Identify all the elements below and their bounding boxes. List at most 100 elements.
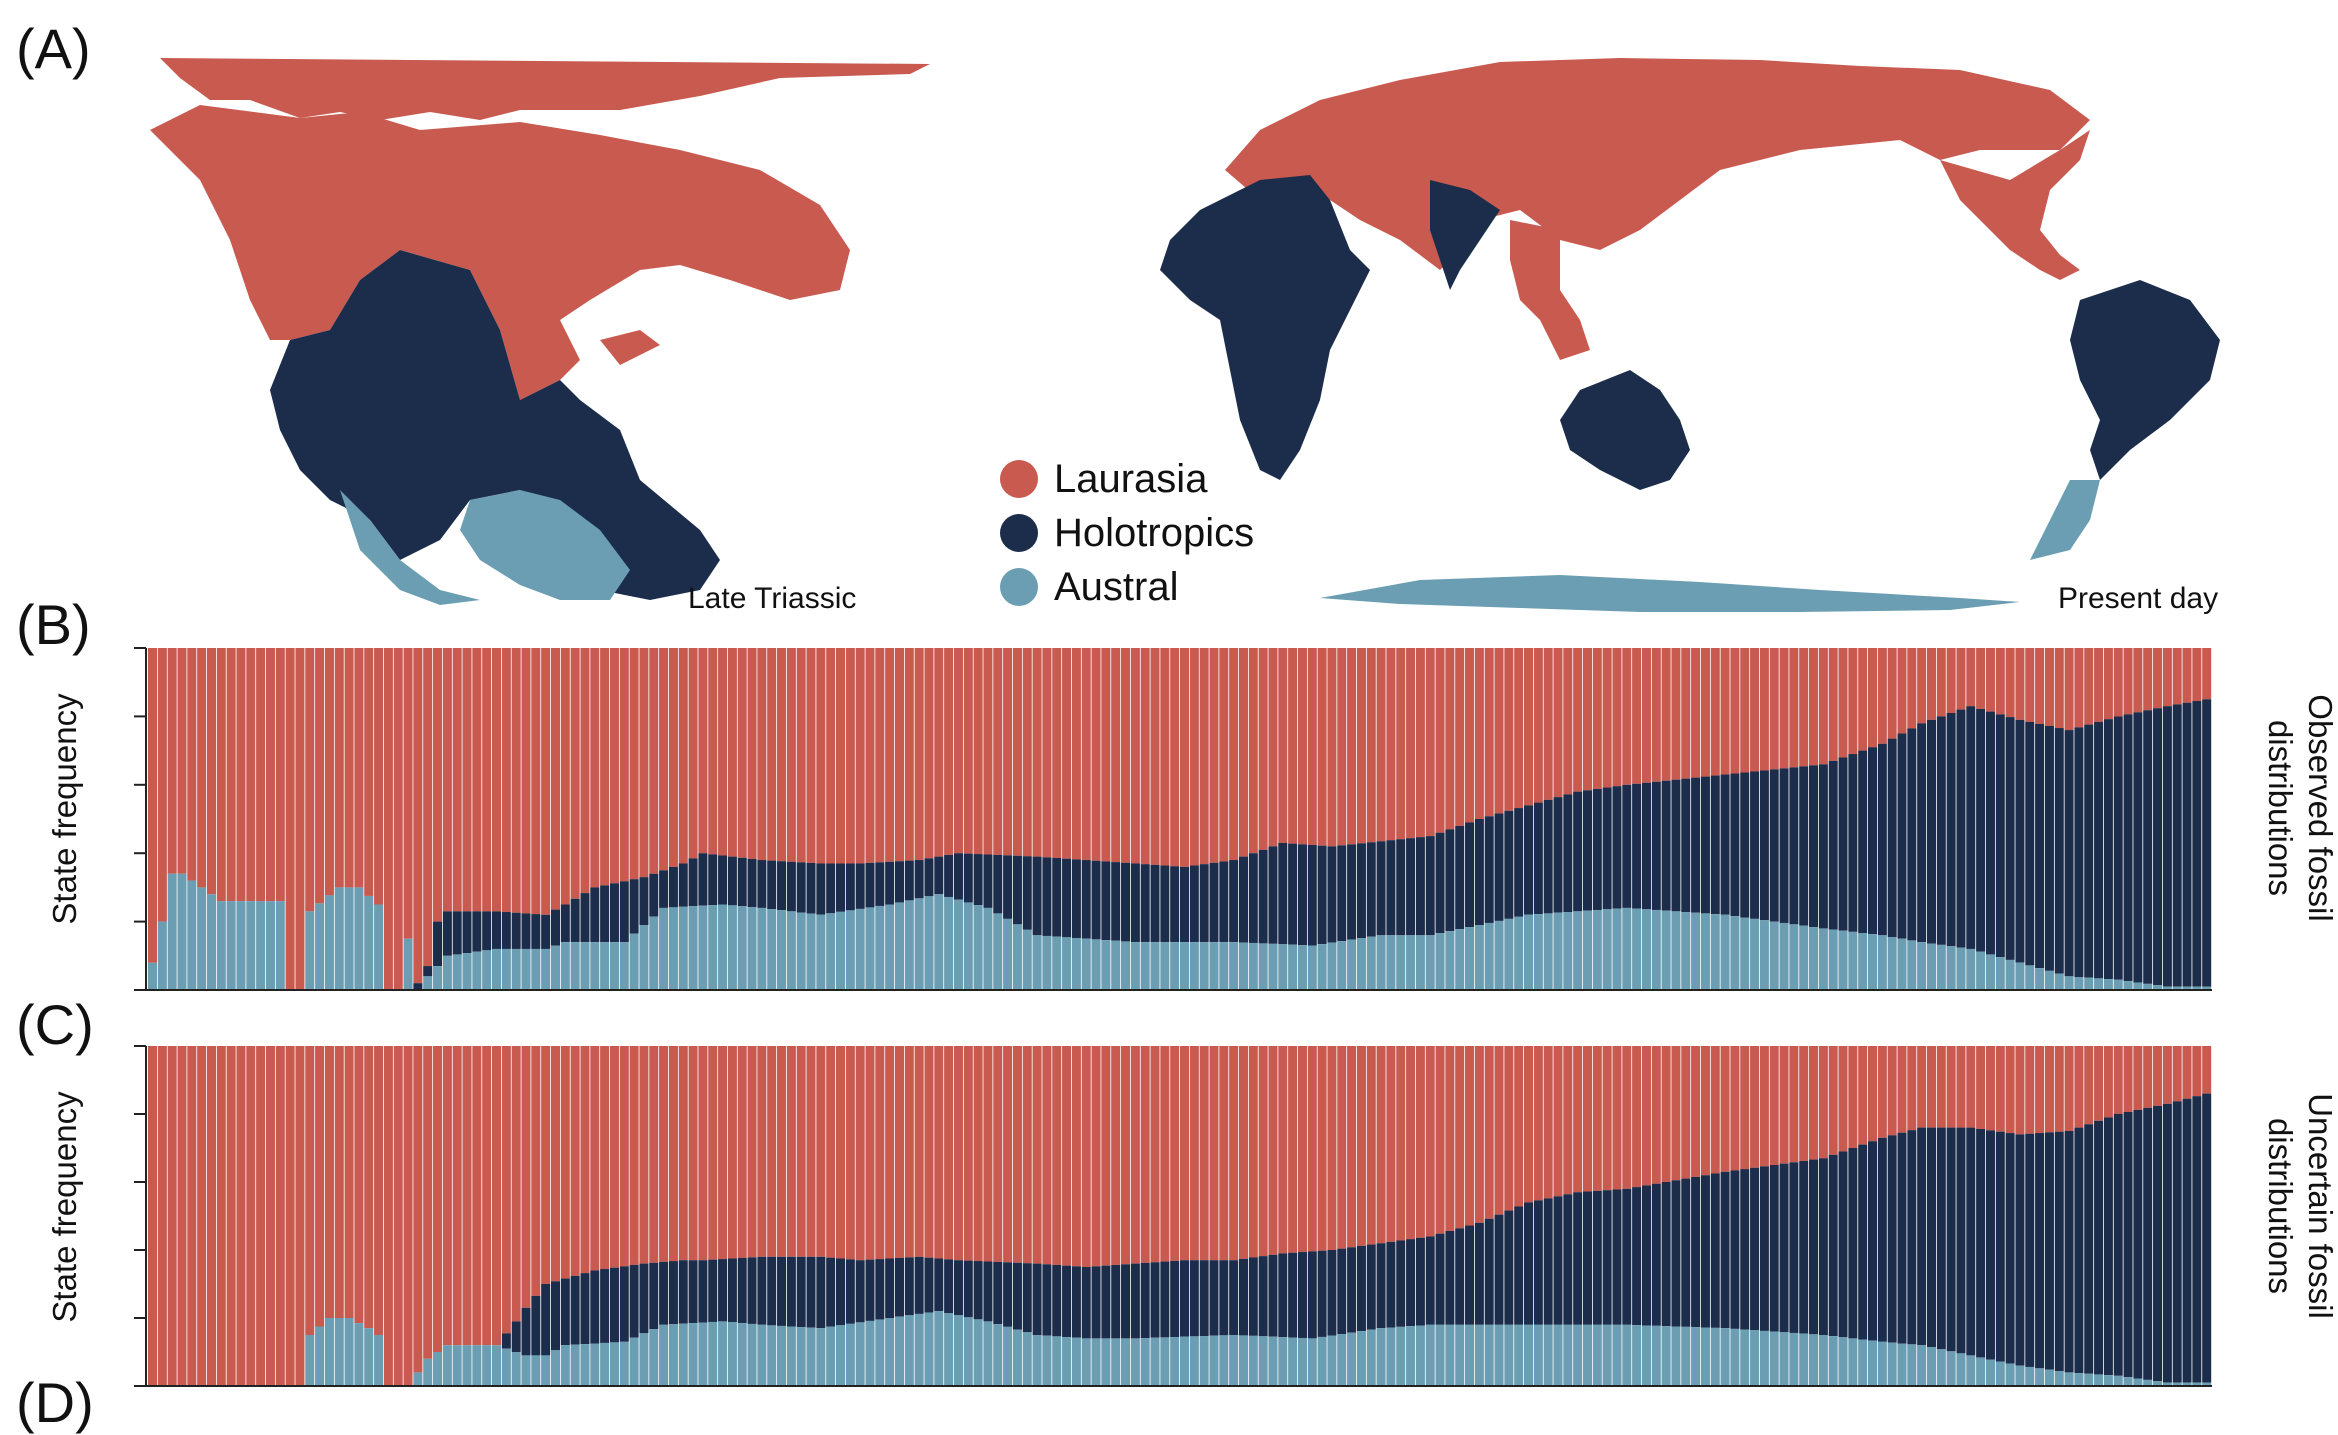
bar-austral <box>1396 1326 1406 1386</box>
bar-laurasia <box>836 1046 846 1259</box>
bar-laurasia <box>1504 648 1514 811</box>
bar-holotropics <box>1347 1247 1357 1333</box>
bar-austral <box>1111 940 1121 990</box>
bar-austral <box>1003 1326 1013 1386</box>
bar-austral <box>197 887 207 990</box>
bar-holotropics <box>924 858 934 897</box>
bar-laurasia <box>1602 648 1612 788</box>
bar-holotropics <box>433 921 443 967</box>
bar-austral <box>1789 924 1799 990</box>
bar-holotropics <box>1435 832 1445 934</box>
bar-austral <box>590 942 600 990</box>
bar-austral <box>1563 1324 1573 1386</box>
bar-laurasia <box>1091 1046 1101 1267</box>
bar-holotropics <box>1474 819 1484 926</box>
bar-austral <box>1877 1341 1887 1386</box>
bar-laurasia <box>1415 1046 1425 1238</box>
bar-holotropics <box>668 866 678 908</box>
bar-holotropics <box>1936 716 1946 945</box>
bar-austral <box>993 1324 1003 1386</box>
bar-austral <box>1445 931 1455 990</box>
bar-laurasia <box>796 1046 806 1257</box>
bar-austral <box>688 1323 698 1386</box>
bar-laurasia <box>403 648 413 939</box>
bar-holotropics <box>1828 760 1838 930</box>
bar-laurasia <box>1180 648 1190 867</box>
bar-laurasia <box>1032 648 1042 857</box>
bar-austral <box>2202 1382 2212 1386</box>
bar-holotropics <box>2123 1111 2133 1378</box>
bar-laurasia <box>1366 1046 1376 1245</box>
bar-holotropics <box>1455 1228 1465 1325</box>
bar-holotropics <box>1032 856 1042 936</box>
bar-laurasia <box>1121 648 1131 863</box>
bar-laurasia <box>885 1046 895 1259</box>
bar-austral <box>1160 1337 1170 1386</box>
bar-laurasia <box>2025 1046 2035 1134</box>
bar-laurasia <box>354 648 364 888</box>
bar-holotropics <box>973 1261 983 1320</box>
bar-austral <box>1258 1336 1268 1386</box>
bar-laurasia <box>2015 1046 2025 1135</box>
bar-laurasia <box>433 1046 443 1352</box>
bar-holotropics <box>570 1275 580 1345</box>
bar-holotropics <box>885 1258 895 1318</box>
side-label-c: Uncertain fossil distributions <box>2260 1056 2338 1356</box>
bar-austral <box>963 1317 973 1386</box>
bar-holotropics <box>2192 1096 2202 1383</box>
bar-holotropics <box>1514 1206 1524 1325</box>
bar-austral <box>619 942 629 990</box>
bar-laurasia <box>983 648 993 855</box>
bar-austral <box>2094 1374 2104 1386</box>
bar-laurasia <box>914 1046 924 1257</box>
bar-austral <box>1032 1335 1042 1386</box>
bar-holotropics <box>1946 1127 1956 1352</box>
bar-laurasia <box>177 1046 187 1386</box>
bar-laurasia <box>1573 1046 1583 1193</box>
bar-holotropics <box>1877 1137 1887 1342</box>
bar-laurasia <box>511 1046 521 1322</box>
bar-holotropics <box>924 1257 934 1313</box>
bar-laurasia <box>236 1046 246 1386</box>
bar-laurasia <box>737 1046 747 1258</box>
bar-holotropics <box>570 898 580 943</box>
bar-holotropics <box>796 862 806 913</box>
bar-austral <box>413 1372 423 1386</box>
bar-austral <box>1445 1324 1455 1386</box>
bar-laurasia <box>1425 1046 1435 1237</box>
bar-laurasia <box>1759 648 1769 771</box>
bar-holotropics <box>1111 1264 1121 1339</box>
bar-austral <box>1337 941 1347 990</box>
bar-austral <box>727 905 737 990</box>
bar-holotropics <box>2054 1131 2064 1372</box>
bar-austral <box>1150 942 1160 990</box>
bar-laurasia <box>1789 648 1799 768</box>
bar-laurasia <box>1297 1046 1307 1253</box>
bar-holotropics <box>1209 862 1219 943</box>
legend-label: Laurasia <box>1054 456 1208 501</box>
bar-austral <box>836 1325 846 1386</box>
bar-austral <box>1710 1327 1720 1386</box>
bar-austral <box>1288 944 1298 990</box>
bar-laurasia <box>1189 1046 1199 1261</box>
bar-laurasia <box>1425 648 1435 837</box>
laurasia-present-region <box>1940 130 2090 280</box>
bar-holotropics <box>2015 719 2025 963</box>
bar-holotropics <box>501 912 511 949</box>
bar-austral <box>668 907 678 990</box>
bar-laurasia <box>1818 1046 1828 1159</box>
bar-austral <box>649 916 659 990</box>
bar-laurasia <box>1740 1046 1750 1170</box>
bar-holotropics <box>1012 855 1022 925</box>
bar-holotropics <box>1887 738 1897 937</box>
bar-austral <box>816 1328 826 1386</box>
bar-holotropics <box>1160 1261 1170 1338</box>
bar-laurasia <box>924 648 934 859</box>
bar-laurasia <box>1946 648 1956 713</box>
austral-present-region <box>2030 480 2100 560</box>
bar-laurasia <box>1307 1046 1317 1252</box>
bar-austral <box>688 906 698 990</box>
bar-holotropics <box>1091 1266 1101 1339</box>
bar-laurasia <box>1376 1046 1386 1244</box>
bar-laurasia <box>1415 648 1425 838</box>
